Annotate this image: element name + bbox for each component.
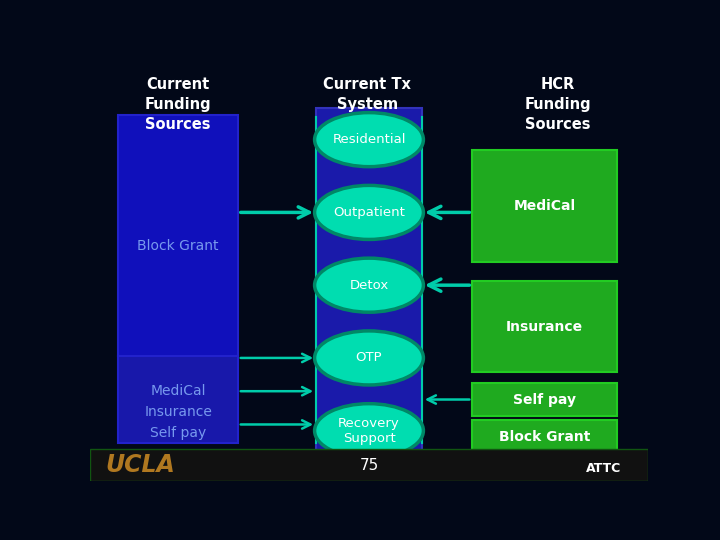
Text: MediCal: MediCal [513, 199, 576, 213]
Text: Self pay: Self pay [513, 393, 576, 407]
Bar [90, 449, 648, 481]
Text: Detox: Detox [349, 279, 389, 292]
Text: Recovery
Support: Recovery Support [338, 417, 400, 445]
Ellipse shape [315, 258, 423, 312]
Text: ATTC: ATTC [586, 462, 621, 475]
Bar [316, 109, 422, 458]
Bar [472, 281, 617, 373]
Text: UCLA: UCLA [105, 453, 175, 477]
Text: OTP: OTP [356, 352, 382, 365]
Text: Self pay: Self pay [150, 426, 207, 440]
Bar [118, 356, 238, 443]
Text: Block Grant: Block Grant [138, 239, 219, 253]
Ellipse shape [315, 404, 423, 458]
Bar [118, 114, 238, 356]
Text: Residential: Residential [332, 133, 406, 146]
Text: Insurance: Insurance [506, 320, 583, 334]
Text: 75: 75 [359, 458, 379, 472]
Text: Current Tx
System: Current Tx System [323, 77, 411, 112]
Bar [472, 420, 617, 454]
Bar [472, 150, 617, 262]
Ellipse shape [315, 331, 423, 385]
Text: Block Grant: Block Grant [499, 430, 590, 444]
Text: Outpatient: Outpatient [333, 206, 405, 219]
Text: HCR
Funding
Sources: HCR Funding Sources [524, 77, 591, 132]
Text: Current
Funding
Sources: Current Funding Sources [145, 77, 212, 132]
Ellipse shape [315, 113, 423, 167]
Ellipse shape [315, 185, 423, 239]
Text: Insurance: Insurance [144, 405, 212, 419]
Text: MediCal: MediCal [150, 384, 206, 398]
Bar [472, 383, 617, 416]
